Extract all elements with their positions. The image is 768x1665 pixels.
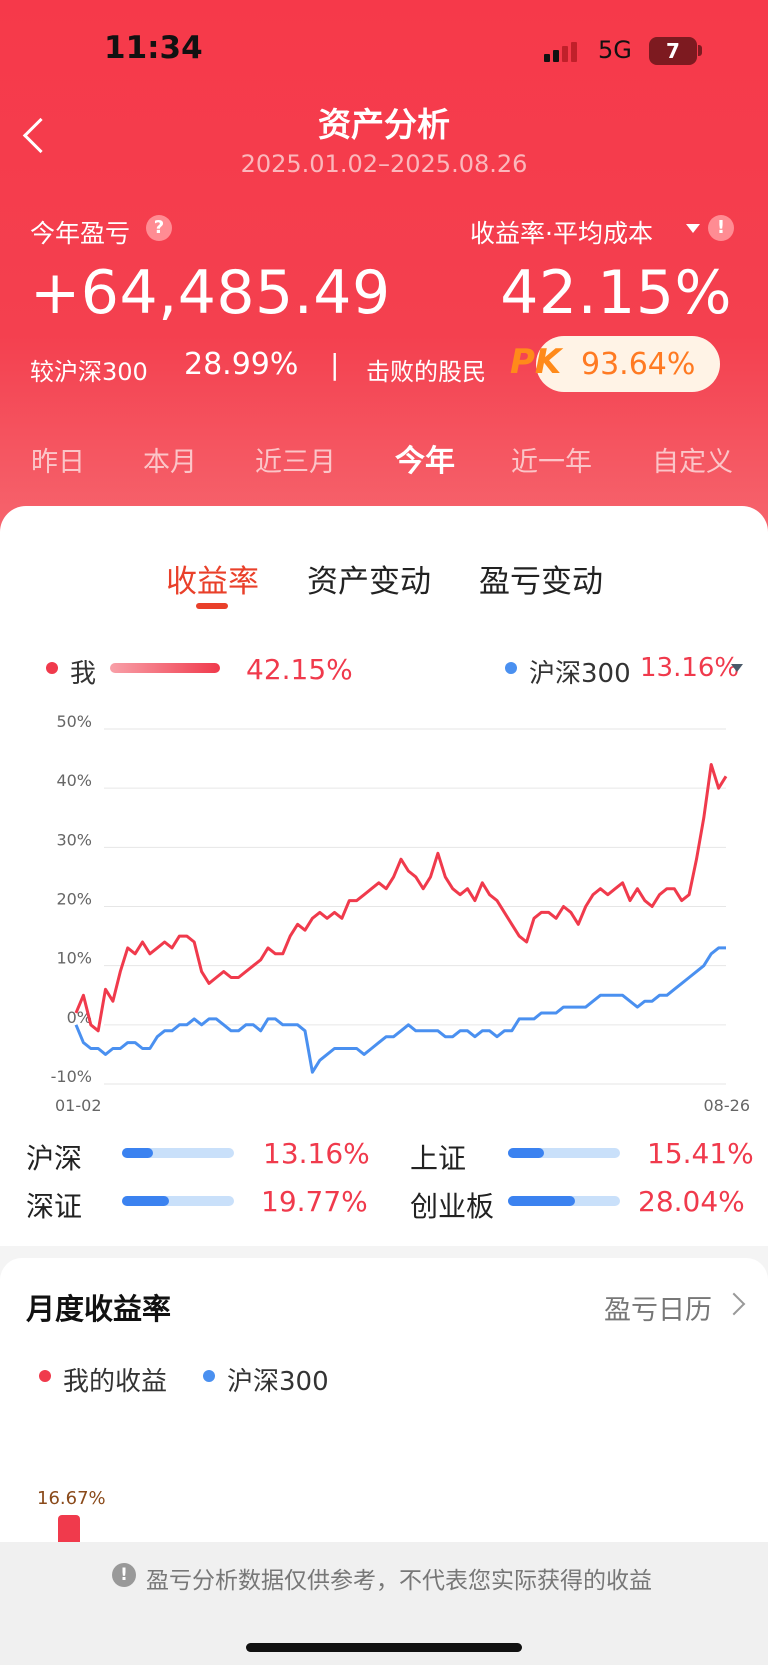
x-tick-label-end: 08-26 (704, 1096, 751, 1115)
index-bar-fill-hs (122, 1148, 154, 1158)
my-return-line (74, 763, 728, 1033)
me-legend-line (110, 663, 220, 673)
bench-dropdown-icon[interactable] (731, 664, 743, 672)
compare-value: 28.99% (184, 347, 299, 382)
compare-label: 较沪深300 (30, 358, 148, 386)
index-bar-hs (122, 1148, 234, 1158)
index-name-cyb: 创业板 (410, 1190, 495, 1223)
battery-tip (698, 45, 702, 56)
x-tick-label-start: 01-02 (55, 1096, 102, 1115)
active-tab-indicator (196, 603, 228, 609)
index-name-sz: 深证 (26, 1190, 83, 1223)
profit-label: 今年盈亏 (30, 219, 131, 248)
monthly-bar-label: 16.67% (37, 1488, 106, 1509)
tab-one-year[interactable]: 近一年 (511, 447, 592, 478)
me-legend-dot (46, 662, 58, 674)
help-icon[interactable]: ? (146, 215, 172, 241)
disclaimer-text: 盈亏分析数据仅供参考，不代表您实际获得的收益 (146, 1568, 652, 1594)
divider: | (330, 348, 340, 381)
calendar-link[interactable]: 盈亏日历 (604, 1295, 712, 1326)
me-legend-value: 42.15% (246, 653, 353, 686)
y-tick-label: 30% (56, 830, 92, 849)
tab-custom[interactable]: 自定义 (652, 447, 733, 478)
date-range: 2025.01.02–2025.08.26 (240, 150, 528, 178)
y-tick-label: 10% (56, 949, 92, 968)
benchmark-line (74, 946, 726, 1074)
signal-icon (544, 42, 584, 62)
beat-value: 93.64% (581, 347, 696, 382)
y-tick-label: 20% (56, 890, 92, 909)
y-tick-label: 40% (56, 771, 92, 790)
index-bar-fill-cyb (508, 1196, 576, 1206)
tab-this-year[interactable]: 今年 (395, 444, 455, 479)
index-bar-cyb (508, 1196, 620, 1206)
page-title: 资产分析 (318, 105, 450, 144)
monthly-me-label: 我的收益 (63, 1367, 168, 1397)
y-tick-label: 0% (67, 1008, 92, 1027)
bench-legend-label[interactable]: 沪深300 (529, 659, 631, 689)
index-bar-fill-sh (508, 1148, 544, 1158)
index-value-hs: 13.16% (263, 1137, 370, 1170)
index-bar-sz (122, 1196, 234, 1206)
tab-three-months[interactable]: 近三月 (255, 447, 336, 478)
monthly-bench-dot (203, 1370, 215, 1382)
bench-legend-value: 13.16% (640, 653, 740, 683)
monthly-title: 月度收益率 (26, 1292, 172, 1326)
chart-tab-assets[interactable]: 资产变动 (307, 564, 431, 600)
profit-value: +64,485.49 (30, 258, 391, 328)
chart-tab-pnl[interactable]: 盈亏变动 (479, 564, 603, 600)
beat-label: 击败的股民 (366, 358, 486, 386)
chart-card (0, 506, 768, 1246)
dropdown-icon[interactable] (686, 224, 700, 233)
tab-this-month[interactable]: 本月 (143, 447, 197, 478)
warning-icon: ! (112, 1563, 136, 1587)
network-label: 5G (598, 36, 632, 64)
bench-legend-dot (505, 662, 517, 674)
monthly-me-dot (39, 1370, 51, 1382)
monthly-bench-label: 沪深300 (227, 1367, 329, 1397)
pk-icon: PK (510, 342, 562, 382)
home-indicator[interactable] (246, 1643, 522, 1652)
rate-value: 42.15% (500, 258, 732, 328)
index-bar-sh (508, 1148, 620, 1158)
index-bar-fill-sz (122, 1196, 170, 1206)
return-chart: 50% 40% 30% 20% 10% 0% -10% 01-02 08-26 (51, 712, 751, 1115)
chart-tab-return[interactable]: 收益率 (166, 564, 259, 600)
y-tick-label: 50% (56, 712, 92, 731)
me-legend-label: 我 (70, 659, 97, 689)
index-value-cyb: 28.04% (638, 1185, 745, 1218)
tab-yesterday[interactable]: 昨日 (31, 447, 85, 478)
index-name-hs: 沪深 (26, 1142, 83, 1175)
status-time: 11:34 (104, 30, 203, 66)
battery-icon: 7 (649, 37, 697, 65)
pk-badge[interactable] (536, 336, 720, 392)
index-name-sh: 上证 (410, 1142, 467, 1175)
index-value-sz: 19.77% (261, 1185, 368, 1218)
info-icon[interactable]: ! (708, 215, 734, 241)
y-tick-label: -10% (51, 1067, 92, 1086)
header-area: 11:34 5G 7 资产分析 2025.01.02–2025.08.26 今年… (0, 0, 768, 560)
index-value-sh: 15.41% (647, 1137, 754, 1170)
monthly-card (0, 1258, 768, 1558)
rate-label[interactable]: 收益率·平均成本 (470, 219, 653, 248)
